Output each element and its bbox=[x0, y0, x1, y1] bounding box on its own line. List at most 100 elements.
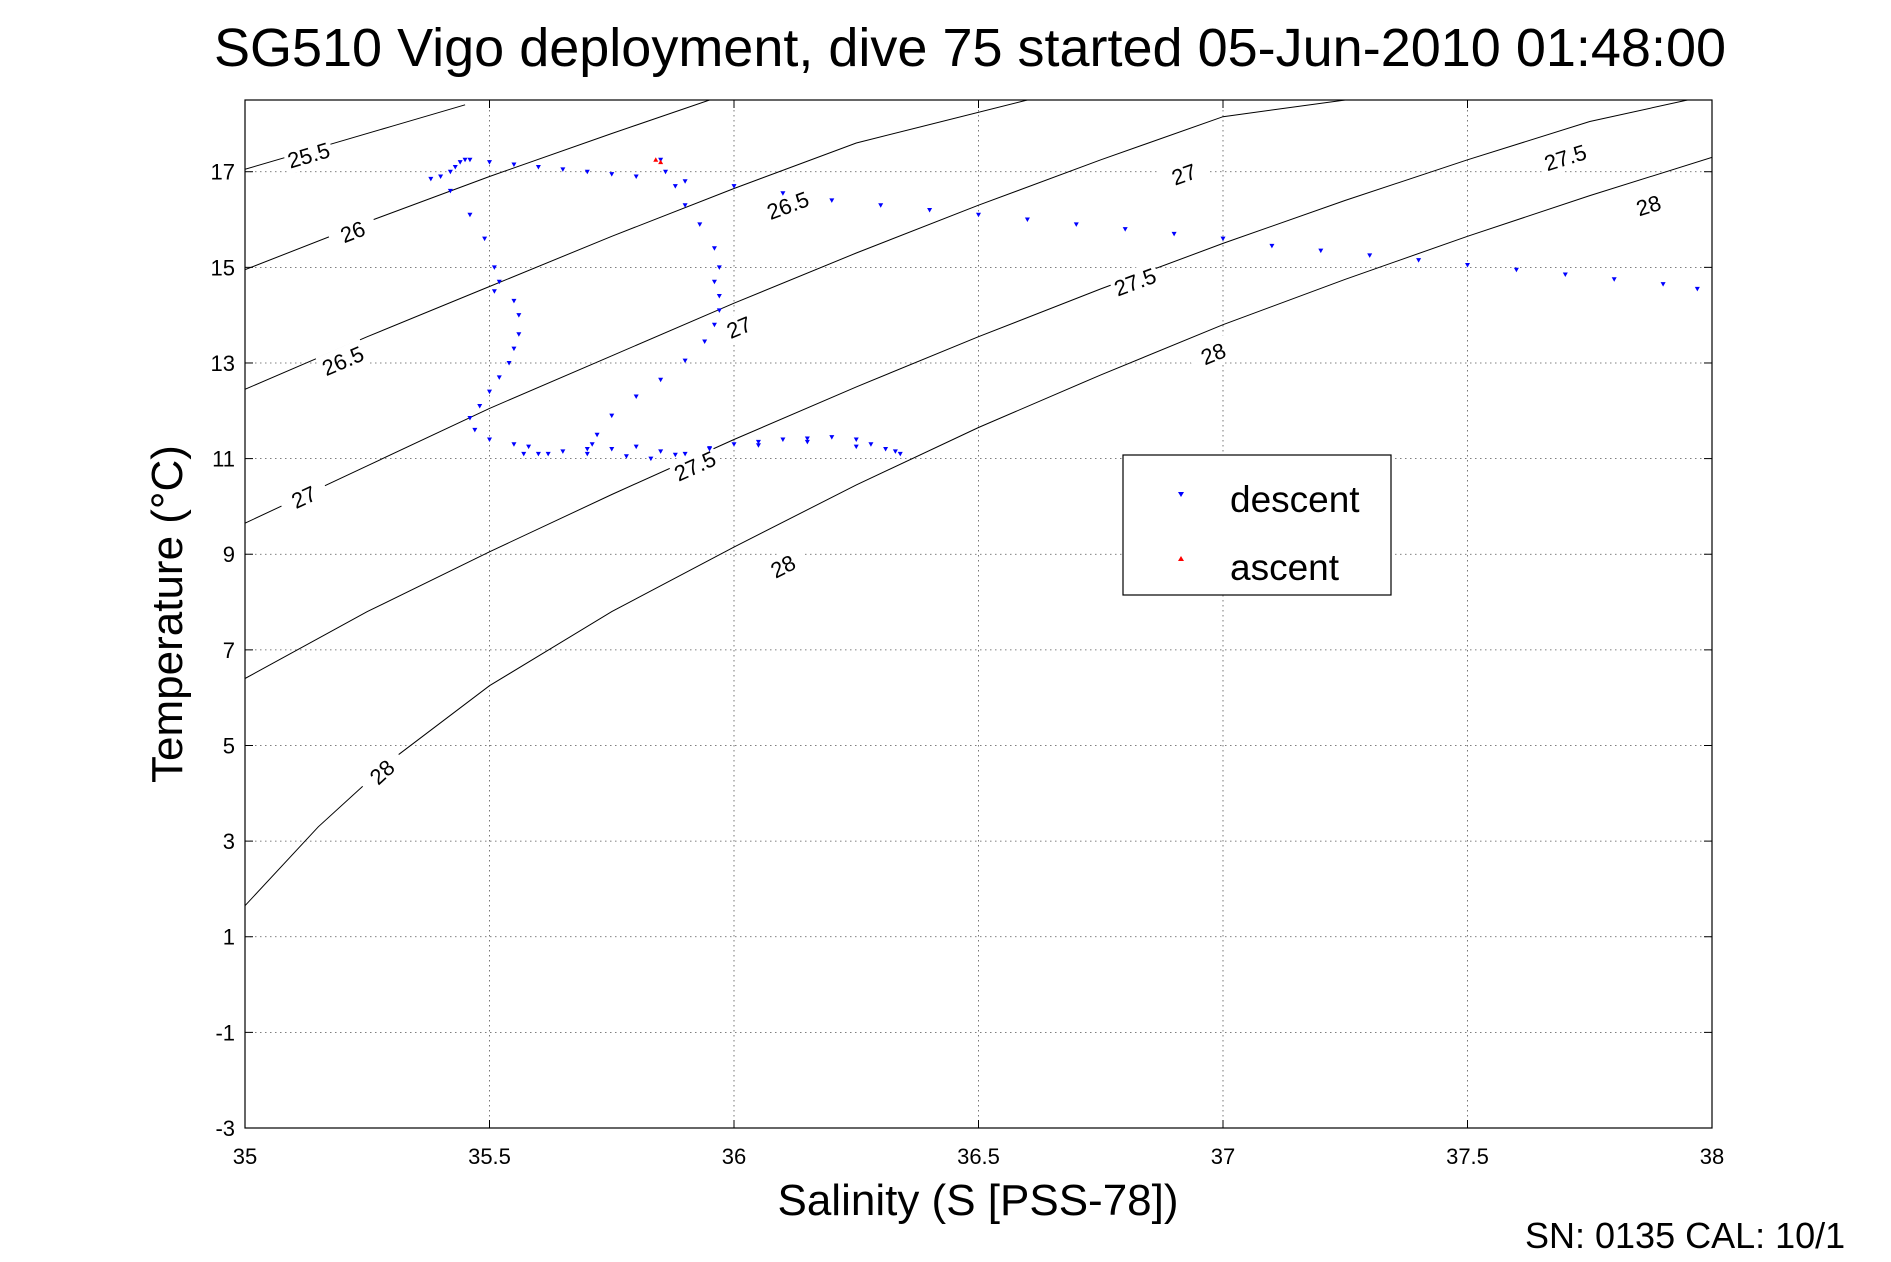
descent-point bbox=[927, 207, 933, 213]
descent-point bbox=[477, 404, 483, 409]
contour-label: 27.5 bbox=[1111, 263, 1160, 301]
ascent-point bbox=[658, 159, 664, 165]
descent-point bbox=[1367, 253, 1373, 258]
descent-point bbox=[648, 456, 654, 462]
descent-point bbox=[711, 322, 717, 328]
descent-point bbox=[731, 442, 737, 447]
contour-label: 25.5 bbox=[285, 137, 333, 173]
descent-point bbox=[1465, 262, 1470, 268]
density-contour bbox=[245, 100, 1688, 679]
descent-point bbox=[868, 442, 874, 447]
density-contour bbox=[245, 100, 1346, 524]
descent-point bbox=[716, 265, 722, 270]
x-tick-label: 37 bbox=[1211, 1144, 1235, 1169]
descent-point bbox=[491, 289, 497, 294]
descent-point bbox=[487, 160, 492, 165]
descent-point bbox=[658, 449, 664, 454]
descent-point bbox=[853, 437, 859, 442]
descent-point bbox=[560, 167, 566, 172]
descent-point bbox=[511, 346, 517, 352]
descent-point bbox=[560, 449, 566, 454]
descent-point bbox=[428, 176, 434, 182]
contour-label-bg bbox=[1107, 261, 1163, 303]
contour-label: 26.5 bbox=[764, 186, 813, 224]
descent-point bbox=[697, 222, 703, 227]
descent-point bbox=[491, 265, 497, 270]
descent-point bbox=[482, 236, 488, 242]
descent-point bbox=[594, 432, 600, 438]
descent-point bbox=[609, 172, 615, 177]
descent-point bbox=[707, 446, 713, 451]
descent-point bbox=[623, 454, 629, 459]
descent-point bbox=[1694, 286, 1700, 292]
x-axis-label: Salinity (S [PSS-78]) bbox=[777, 1176, 1178, 1225]
density-contour bbox=[245, 100, 1028, 390]
contour-label-bg bbox=[1156, 153, 1211, 195]
descent-point bbox=[496, 279, 502, 285]
descent-point bbox=[467, 157, 473, 163]
descent-point bbox=[467, 415, 473, 421]
y-tick-label: 9 bbox=[223, 542, 235, 567]
descent-point bbox=[526, 444, 532, 450]
descent-point bbox=[878, 203, 884, 208]
descent-point bbox=[511, 442, 517, 447]
descent-point bbox=[829, 435, 835, 440]
descent-point bbox=[663, 169, 669, 175]
descent-point bbox=[633, 444, 639, 450]
descent-point bbox=[516, 313, 522, 318]
legend-box bbox=[1122, 454, 1392, 596]
legend: descent ascent bbox=[1122, 454, 1392, 596]
descent-point bbox=[883, 447, 889, 452]
contour-label-bg bbox=[276, 474, 331, 519]
descent-point bbox=[487, 437, 492, 442]
y-tick-label: 15 bbox=[211, 255, 235, 280]
descent-point bbox=[658, 377, 664, 383]
descent-point bbox=[584, 447, 590, 452]
contour-label-bg bbox=[711, 305, 767, 349]
descent-point bbox=[829, 198, 835, 203]
descent-point bbox=[682, 451, 688, 457]
descent-point bbox=[853, 444, 859, 450]
descent-point bbox=[1269, 243, 1275, 249]
scatter-points bbox=[428, 157, 1700, 462]
descent-point bbox=[545, 451, 551, 457]
legend-label-descent: descent bbox=[1230, 479, 1360, 520]
grid-lines bbox=[245, 100, 1712, 1128]
chart-title: SG510 Vigo deployment, dive 75 started 0… bbox=[214, 18, 1726, 78]
contour-label-bg bbox=[1538, 137, 1593, 177]
descent-point bbox=[511, 162, 517, 168]
descent-point bbox=[511, 298, 517, 304]
descent-point bbox=[682, 179, 688, 184]
descent-point bbox=[672, 184, 678, 189]
density-contour bbox=[245, 100, 710, 271]
x-tick-label: 35 bbox=[233, 1144, 257, 1169]
y-tick-label: 3 bbox=[223, 829, 235, 854]
contour-label-bg bbox=[1186, 332, 1241, 375]
descent-point bbox=[1122, 227, 1128, 232]
contour-label-bg bbox=[1621, 185, 1676, 225]
descent-point bbox=[487, 389, 492, 395]
descent-point bbox=[1024, 217, 1030, 223]
contour-label: 27.5 bbox=[1541, 140, 1589, 177]
descent-point bbox=[1562, 272, 1568, 278]
x-tick-label: 35.5 bbox=[468, 1144, 511, 1169]
density-contour bbox=[245, 104, 466, 170]
descent-point bbox=[1220, 236, 1226, 242]
contour-label: 26.5 bbox=[318, 341, 367, 381]
descent-point bbox=[438, 174, 444, 180]
descent-point bbox=[755, 439, 761, 445]
plot-frame bbox=[244, 99, 1713, 1129]
descent-point bbox=[535, 164, 541, 170]
descent-point bbox=[535, 451, 541, 457]
descent-point bbox=[731, 184, 737, 189]
descent-point bbox=[1611, 277, 1617, 282]
descent-point bbox=[780, 437, 786, 442]
contour-label-bg bbox=[667, 444, 723, 488]
legend-marker-descent bbox=[1178, 492, 1184, 497]
legend-marker-ascent bbox=[1178, 556, 1184, 561]
contour-label-bg bbox=[325, 210, 380, 253]
descent-point bbox=[609, 413, 615, 419]
descent-point bbox=[472, 427, 478, 433]
descent-point bbox=[780, 191, 786, 196]
